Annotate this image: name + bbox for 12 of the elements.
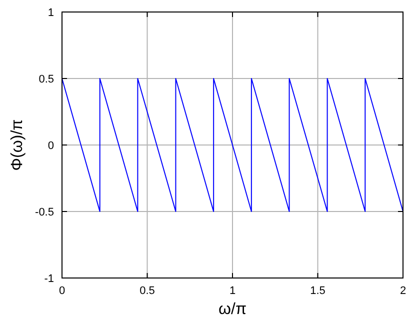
- y-tick-label: 0: [48, 140, 54, 152]
- y-tick-label: -0.5: [35, 206, 54, 218]
- y-tick-label: 1: [48, 7, 54, 19]
- x-axis-title: ω/π: [218, 301, 246, 318]
- y-axis-title: Φ(ω)/π: [9, 119, 26, 171]
- x-tick-label: 1: [229, 285, 236, 297]
- x-tick-label: 2: [400, 285, 406, 297]
- y-tick-label: 0.5: [38, 74, 54, 86]
- x-tick-label: 0.5: [140, 285, 155, 297]
- x-tick-label: 1.5: [310, 285, 326, 297]
- y-tick-label: -1: [44, 273, 54, 285]
- x-tick-label: 0: [58, 285, 66, 297]
